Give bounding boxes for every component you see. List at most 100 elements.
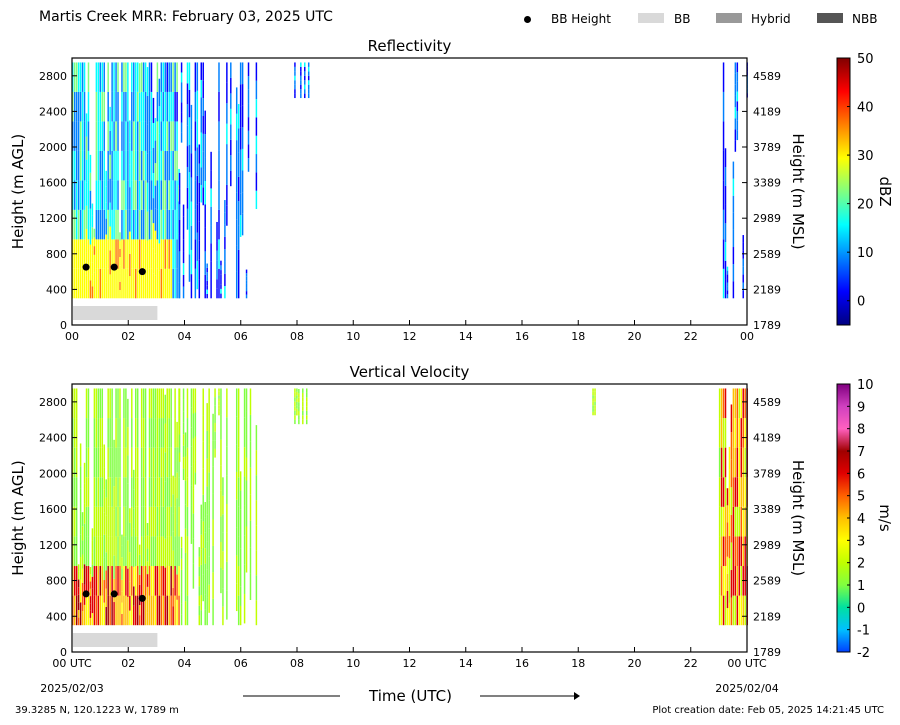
heatmap-cell [115, 150, 117, 181]
heatmap-cell [722, 268, 725, 299]
heatmap-cell [146, 612, 149, 626]
heatmap-cell [166, 150, 168, 181]
heatmap-cell [142, 477, 145, 507]
heatmap-cell [146, 67, 149, 96]
heatmap-cell [239, 106, 242, 128]
colorbar-tick-label: 1 [857, 579, 865, 594]
heatmap-cell [95, 268, 98, 299]
heatmap-cell [135, 239, 137, 269]
heatmap-cell [255, 425, 258, 451]
heatmap-cell [87, 91, 90, 122]
heatmap-cell [237, 176, 240, 202]
heatmap-cell [142, 595, 145, 626]
heatmap-cell [190, 104, 193, 130]
heatmap-cell [218, 405, 220, 409]
heatmap-cell [123, 536, 125, 567]
heatmap-cell [97, 91, 100, 122]
heatmap-cell [306, 397, 308, 402]
heatmap-cells [72, 62, 748, 299]
heatmap-cell [188, 117, 191, 145]
heatmap-cell [208, 584, 210, 613]
heatmap-cell [131, 506, 133, 537]
heatmap-cell [79, 534, 82, 558]
heatmap-cell [206, 293, 208, 299]
heatmap-cell [99, 150, 102, 181]
heatmap-cell [300, 62, 302, 67]
heatmap-cell [170, 595, 172, 626]
heatmap-cell [200, 564, 203, 580]
heatmap-cell [226, 82, 228, 104]
heatmap-cell [307, 62, 310, 67]
heatmap-cell [237, 201, 240, 226]
heatmap-cell [144, 268, 147, 299]
heatmap-cell [148, 121, 151, 151]
heatmap-cell [164, 209, 167, 240]
heatmap-cell [160, 388, 163, 419]
heatmap-cell [77, 239, 80, 269]
heatmap-cell [726, 539, 729, 557]
y2-tick-label: 2189 [753, 610, 781, 623]
heatmap-cell [81, 568, 84, 583]
heatmap-cell [138, 121, 141, 152]
heatmap-cell [91, 250, 94, 263]
heatmap-cell [127, 150, 129, 181]
heatmap-cell [119, 248, 121, 258]
heatmap-cell [133, 62, 135, 92]
heatmap-cell [307, 71, 310, 76]
heatmap-cell [218, 150, 220, 181]
heatmap-cell [154, 388, 157, 419]
heatmap-cell [186, 447, 189, 478]
heatmap-cell [140, 595, 143, 626]
heatmap-cell [115, 239, 117, 269]
heatmap-cell [226, 532, 228, 562]
heatmap-cell [226, 504, 228, 533]
heatmap-cell [235, 271, 238, 299]
heatmap-cell [101, 91, 104, 122]
heatmap-cell [160, 180, 163, 210]
heatmap-cell [111, 239, 113, 269]
heatmap-cell [722, 62, 725, 92]
heatmap-cell [150, 150, 153, 181]
heatmap-cell [734, 62, 737, 74]
heatmap-cell [77, 62, 80, 92]
heatmap-cell [93, 263, 96, 273]
heatmap-cell [105, 234, 107, 251]
heatmap-cell [724, 204, 727, 224]
heatmap-cell [131, 121, 133, 151]
heatmap-cell [255, 550, 258, 576]
heatmap-cell [83, 150, 86, 181]
heatmap-cell [230, 62, 232, 78]
heatmap-cell [75, 180, 78, 210]
heatmap-cell [178, 251, 181, 267]
heatmap-cell [218, 408, 220, 412]
heatmap-cell [255, 525, 258, 551]
heatmap-cell [107, 121, 109, 151]
heatmap-cell [247, 62, 250, 77]
colorbar-label: dBZ [876, 176, 894, 206]
heatmap-cell [172, 180, 174, 210]
heatmap-cell [77, 180, 80, 210]
heatmap-cell [222, 514, 224, 533]
heatmap-cell [117, 91, 119, 122]
heatmap-cell [206, 263, 208, 268]
heatmap-cell [592, 388, 594, 392]
heatmap-cell [206, 289, 208, 294]
heatmap-cell [99, 566, 102, 596]
heatmap-cell [87, 150, 90, 181]
heatmap-cell [162, 536, 165, 567]
heatmap-cell [121, 557, 123, 569]
heatmap-cell [736, 506, 739, 537]
heatmap-cell [125, 536, 127, 567]
heatmap-cell [140, 506, 143, 537]
heatmap-cell [87, 388, 90, 419]
heatmap-cell [164, 394, 167, 424]
heatmap-cell [186, 418, 189, 448]
heatmap-cell [194, 424, 197, 437]
heatmap-cell [742, 595, 744, 626]
heatmap-cell [202, 468, 204, 495]
heatmap-cell [97, 566, 100, 596]
heatmap-cell [304, 80, 306, 85]
heatmap-cell [208, 556, 210, 585]
heatmap-cell [742, 447, 744, 478]
heatmap-cell [81, 554, 84, 569]
